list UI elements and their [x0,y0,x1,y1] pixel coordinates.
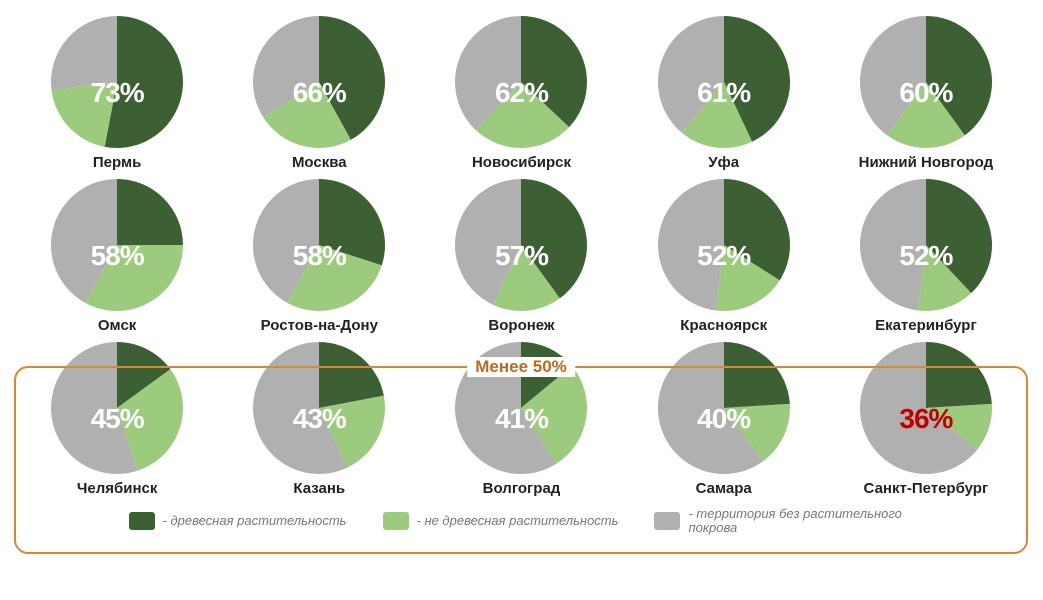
pie-svg [654,12,794,152]
pie-svg [856,338,996,478]
city-label: Новосибирск [472,154,571,171]
pie-cell: 52% Красноярск [627,175,821,334]
pie-svg [249,175,389,315]
pie-grid: 73% Пермь 66% Москва 62% Новосибирск 61% Уфа 60%… [20,12,1023,497]
pie: 58% [47,175,187,315]
pie-slice-tree [926,342,992,408]
pie: 52% [856,175,996,315]
pie-cell: 52% Екатеринбург [829,175,1023,334]
pie-svg [451,12,591,152]
legend-swatch [654,512,680,530]
city-label: Екатеринбург [875,317,977,334]
city-label: Уфа [708,154,739,171]
legend-label: - не древесная растительность [417,514,619,528]
legend-label: - территория без растительного покрова [688,507,914,536]
pie-slice-noveg [51,16,117,90]
pie-cell: 36% Санкт-Петербург [829,338,1023,497]
pie: 66% [249,12,389,152]
pie-cell: 61% Уфа [627,12,821,171]
pie-svg [249,12,389,152]
pie: 61% [654,12,794,152]
pie-cell: 58% Омск [20,175,214,334]
legend: - древесная растительность - не древесная… [20,507,1023,536]
pie-slice-noveg [860,179,926,310]
pie-svg [47,338,187,478]
city-label: Санкт-Петербург [864,480,989,497]
pie: 36% [856,338,996,478]
pie: 45% [47,338,187,478]
pie: 52% [654,175,794,315]
city-label: Воронеж [488,317,554,334]
pie-cell: 73% Пермь [20,12,214,171]
legend-swatch [129,512,155,530]
pie: 62% [451,12,591,152]
pie-svg [654,338,794,478]
pie-cell: 57% Воронеж [424,175,618,334]
pie-cell: 43% Казань [222,338,416,497]
pie-cell: 45% Челябинск [20,338,214,497]
city-label: Нижний Новгород [859,154,993,171]
pie-cell: 66% Москва [222,12,416,171]
pie-slice-tree [724,342,790,408]
pie-svg [47,175,187,315]
pie-svg [856,12,996,152]
pie: 57% [451,175,591,315]
pie-svg [654,175,794,315]
city-label: Красноярск [680,317,767,334]
pie: 73% [47,12,187,152]
legend-item: - не древесная растительность [383,507,619,536]
city-label: Самара [696,480,752,497]
pie: 60% [856,12,996,152]
pie-cell: 40% Самара [627,338,821,497]
pie-svg [47,12,187,152]
city-label: Челябинск [77,480,158,497]
pie: 40% [654,338,794,478]
city-label: Ростов-на-Дону [261,317,378,334]
chart-container: 73% Пермь 66% Москва 62% Новосибирск 61% Уфа 60%… [0,0,1043,600]
pie-svg [856,175,996,315]
pie-cell: 60% Нижний Новгород [829,12,1023,171]
legend-item: - древесная растительность [129,507,347,536]
pie-svg [451,338,591,478]
city-label: Москва [292,154,347,171]
legend-item: - территория без растительного покрова [654,507,914,536]
legend-swatch [383,512,409,530]
pie-slice-tree [117,179,183,245]
pie: 43% [249,338,389,478]
legend-label: - древесная растительность [163,514,347,528]
city-label: Волгоград [483,480,561,497]
city-label: Казань [293,480,345,497]
pie-cell: 62% Новосибирск [424,12,618,171]
pie-svg [451,175,591,315]
pie-cell: 58% Ростов-на-Дону [222,175,416,334]
pie-slice-noveg [658,179,724,310]
pie: 41% [451,338,591,478]
pie-svg [249,338,389,478]
city-label: Пермь [93,154,141,171]
pie-cell: 41% Волгоград [424,338,618,497]
pie: 58% [249,175,389,315]
city-label: Омск [98,317,136,334]
